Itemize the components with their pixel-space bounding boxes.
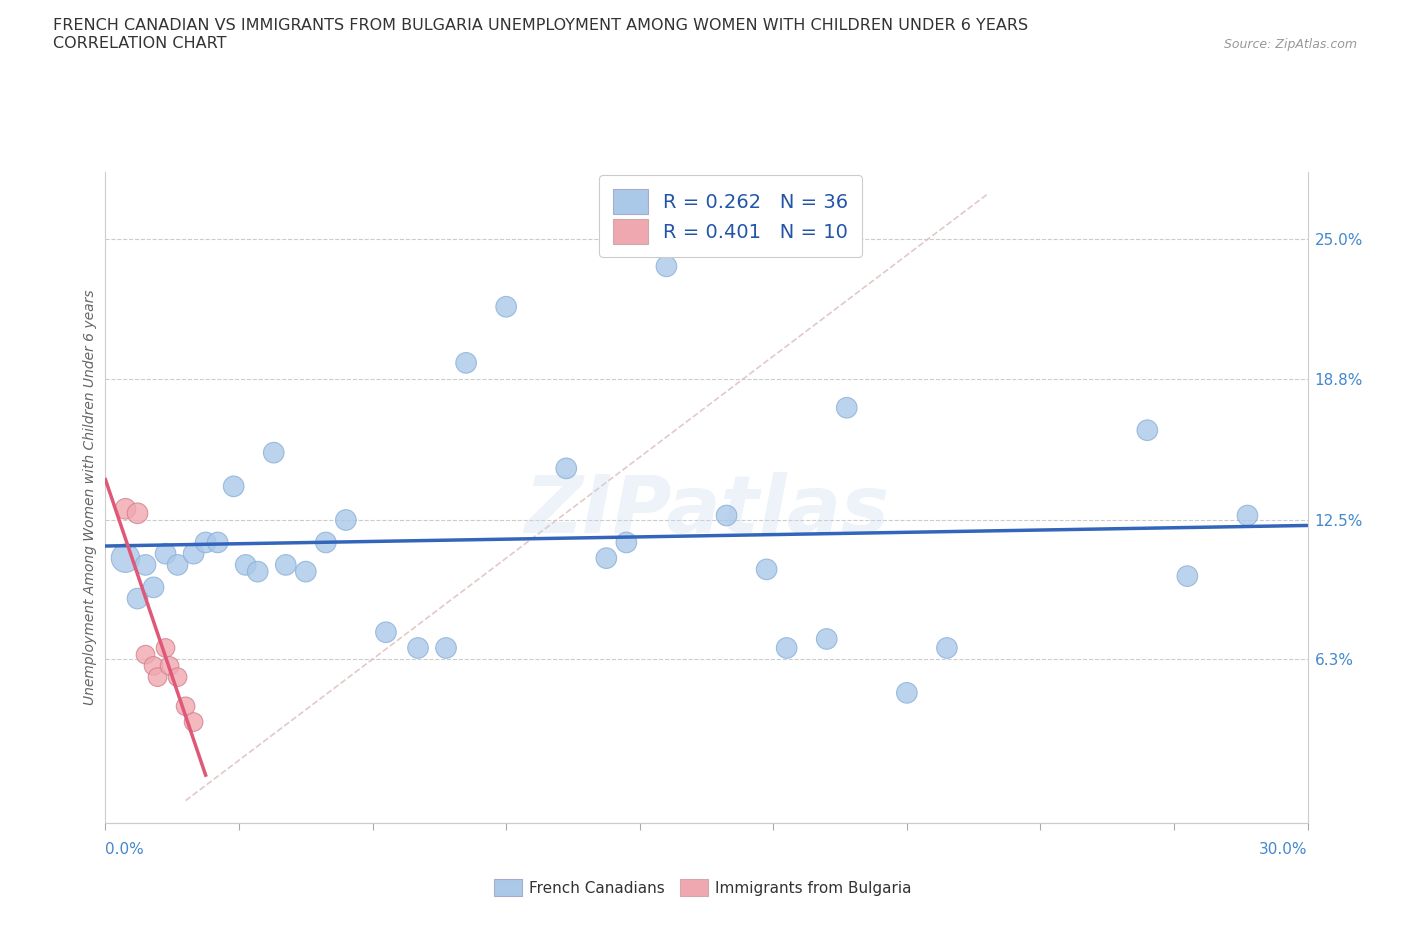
Point xyxy=(235,557,257,572)
Text: FRENCH CANADIAN VS IMMIGRANTS FROM BULGARIA UNEMPLOYMENT AMONG WOMEN WITH CHILDR: FRENCH CANADIAN VS IMMIGRANTS FROM BULGA… xyxy=(53,18,1029,33)
Y-axis label: Unemployment Among Women with Children Under 6 years: Unemployment Among Women with Children U… xyxy=(83,290,97,705)
Point xyxy=(146,670,169,684)
Point xyxy=(142,658,165,673)
Point xyxy=(166,557,188,572)
Point xyxy=(815,631,838,646)
Point xyxy=(295,565,318,579)
Point xyxy=(155,546,177,561)
Point xyxy=(155,641,177,656)
Text: 0.0%: 0.0% xyxy=(105,842,145,857)
Point xyxy=(114,551,136,565)
Point xyxy=(1136,423,1159,438)
Point xyxy=(263,445,285,460)
Text: CORRELATION CHART: CORRELATION CHART xyxy=(53,36,226,51)
Point xyxy=(755,562,778,577)
Point xyxy=(1236,508,1258,523)
Point xyxy=(166,670,188,684)
Point xyxy=(274,557,297,572)
Point xyxy=(495,299,517,314)
Point xyxy=(335,512,357,527)
Point xyxy=(183,714,205,729)
Point xyxy=(616,535,638,550)
Point xyxy=(142,580,165,595)
Point xyxy=(207,535,229,550)
Point xyxy=(127,506,149,521)
Point xyxy=(135,647,157,662)
Text: 30.0%: 30.0% xyxy=(1260,842,1308,857)
Point xyxy=(246,565,269,579)
Point xyxy=(776,641,799,656)
Point xyxy=(183,546,205,561)
Point xyxy=(127,591,149,606)
Point xyxy=(194,535,217,550)
Point xyxy=(655,259,678,273)
Point xyxy=(174,698,197,713)
Point xyxy=(555,461,578,476)
Point xyxy=(454,355,477,370)
Point xyxy=(434,641,457,656)
Legend: R = 0.262   N = 36, R = 0.401   N = 10: R = 0.262 N = 36, R = 0.401 N = 10 xyxy=(599,175,862,258)
Point xyxy=(114,501,136,516)
Point xyxy=(1177,568,1199,583)
Point xyxy=(374,625,398,640)
Point xyxy=(896,685,918,700)
Text: Source: ZipAtlas.com: Source: ZipAtlas.com xyxy=(1223,38,1357,51)
Point xyxy=(315,535,337,550)
Point xyxy=(835,400,858,415)
Point xyxy=(716,508,738,523)
Point xyxy=(406,641,429,656)
Point xyxy=(159,658,181,673)
Point xyxy=(936,641,959,656)
Legend: French Canadians, Immigrants from Bulgaria: French Canadians, Immigrants from Bulgar… xyxy=(488,873,918,902)
Text: ZIPatlas: ZIPatlas xyxy=(524,472,889,550)
Point xyxy=(222,479,245,494)
Point xyxy=(595,551,617,565)
Point xyxy=(135,557,157,572)
